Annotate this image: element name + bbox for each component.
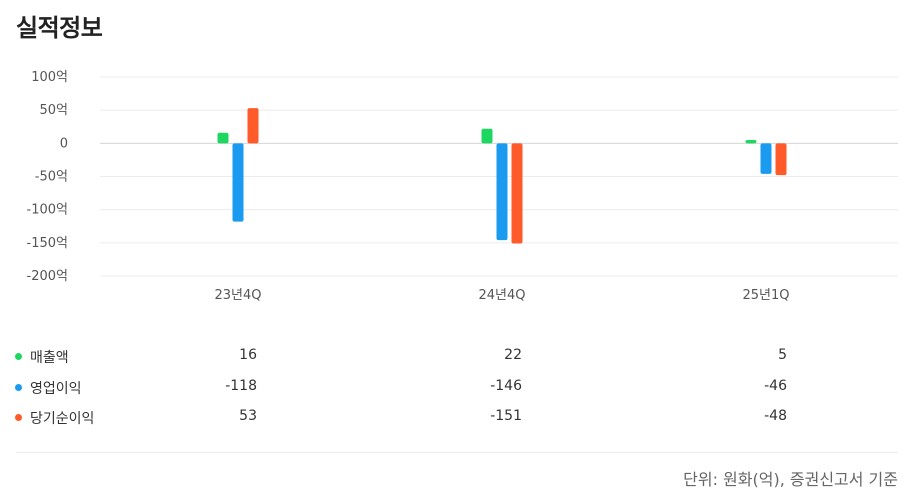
table-value: -146: [490, 378, 522, 394]
bar: [496, 143, 508, 241]
y-tick-label: 0: [60, 136, 68, 151]
legend-dot-icon: [15, 414, 22, 421]
legend-label: 매출액: [30, 350, 69, 366]
bar: [760, 143, 772, 174]
unit-footnote: 단위: 원화(억), 증권신고서 기준: [683, 470, 898, 489]
table-value: -151: [490, 408, 522, 424]
bar: [247, 108, 259, 144]
y-tick-label: -200억: [27, 269, 68, 284]
bar: [745, 140, 757, 144]
y-tick-label: 100억: [31, 70, 68, 85]
legend-row: 당기순이익 53 -151 -48: [0, 406, 904, 430]
divider: [16, 452, 898, 453]
legend-dot-icon: [15, 384, 22, 391]
y-tick-label: -100억: [27, 203, 68, 218]
section-title: 실적정보: [16, 14, 103, 42]
table-value: 22: [504, 347, 522, 363]
legend-row: 매출액 16 22 5: [0, 345, 904, 369]
table-value: -46: [764, 378, 787, 394]
x-tick-label: 24년4Q: [478, 288, 525, 303]
y-tick-label: 50억: [39, 103, 68, 118]
bar-chart: 100억 50억 0 -50억 -100억 -150억 -200억 23년4Q 24년4Q 25년…: [27, 70, 898, 303]
legend-label: 당기순이익: [30, 411, 95, 427]
table-value: 5: [778, 347, 787, 363]
bar: [775, 143, 787, 176]
table-value: -118: [225, 378, 257, 394]
x-tick-label: 25년1Q: [742, 288, 789, 303]
x-tick-label: 23년4Q: [214, 288, 261, 303]
bar: [511, 143, 523, 244]
table-value: -48: [764, 408, 787, 424]
legend-dot-icon: [15, 353, 22, 360]
y-tick-label: -150억: [27, 236, 68, 251]
bar: [217, 132, 229, 144]
legend-label: 영업이익: [30, 381, 82, 397]
y-tick-label: -50억: [35, 170, 68, 185]
bar: [232, 143, 244, 222]
legend-row: 영업이익 -118 -146 -46: [0, 376, 904, 400]
bar: [481, 128, 493, 144]
table-value: 53: [239, 408, 257, 424]
table-value: 16: [239, 347, 257, 363]
